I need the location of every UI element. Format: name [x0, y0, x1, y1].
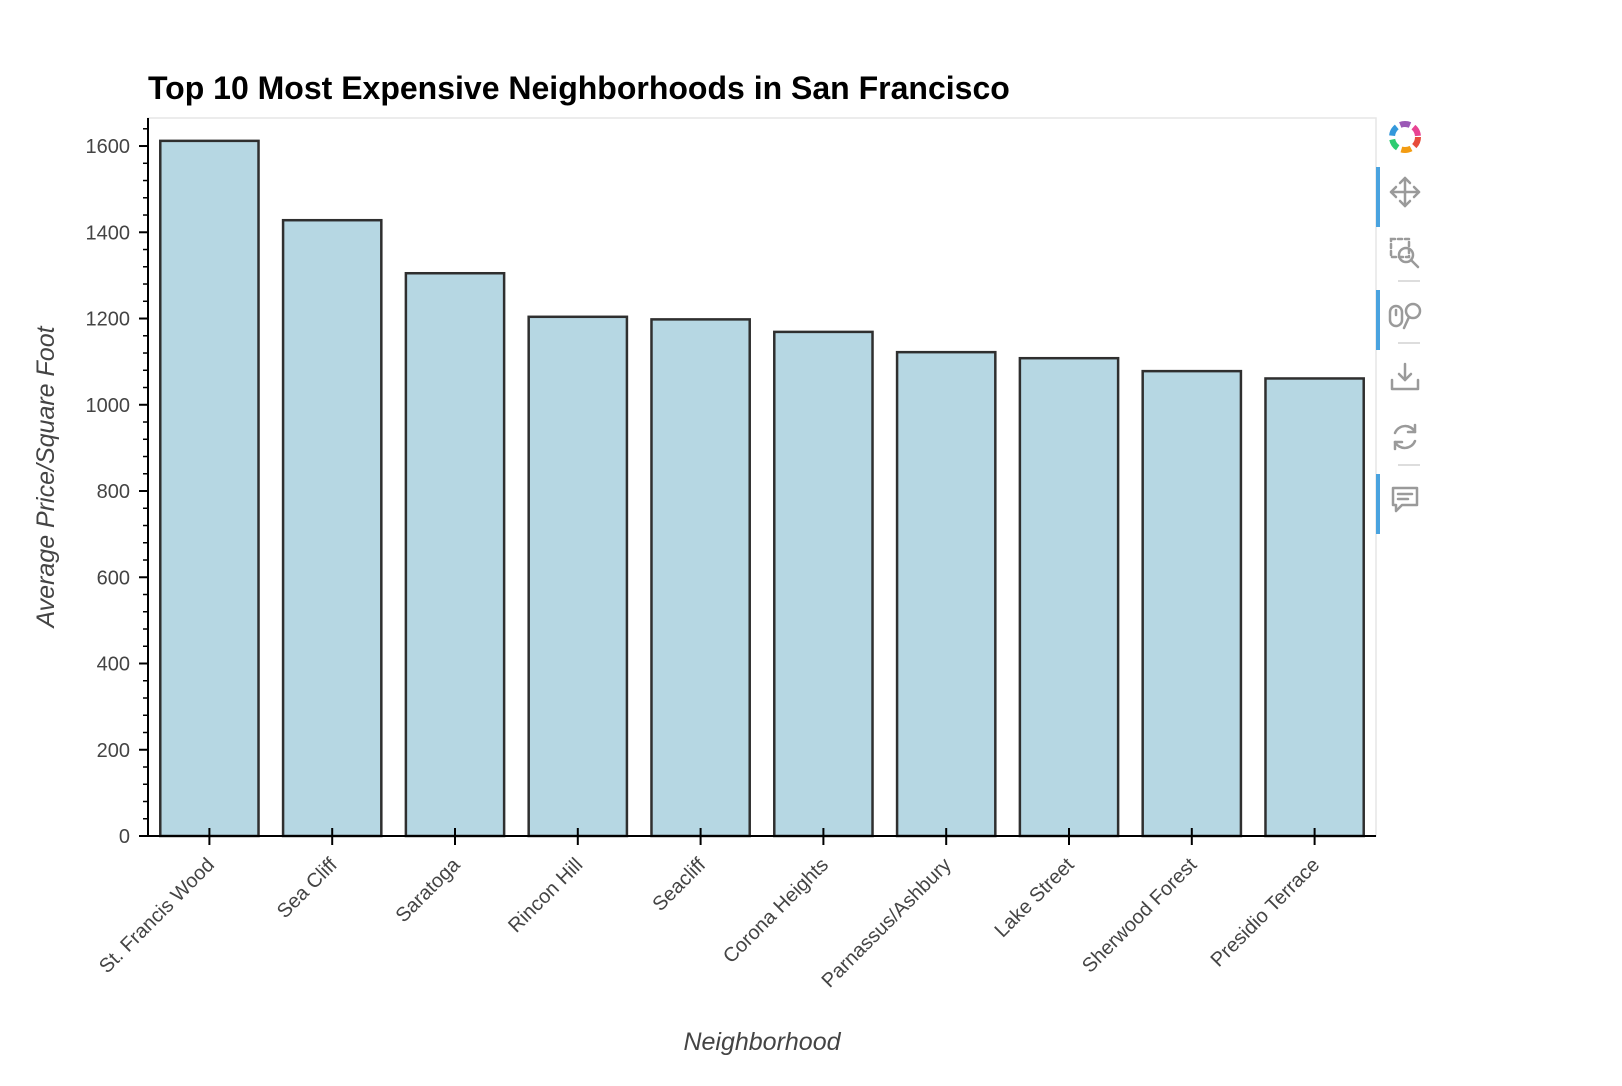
logo-icon[interactable] [1376, 112, 1434, 162]
y-tick-label: 1400 [86, 222, 131, 244]
y-tick-label: 800 [97, 481, 130, 503]
bar [527, 315, 629, 838]
x-axis: St. Francis Wood Sea Cliff Saratoga Rincon … [95, 828, 1376, 992]
bar [1141, 369, 1243, 838]
x-tick-label: Seacliff [648, 854, 710, 916]
x-axis-title: Neighborhood [683, 1028, 841, 1056]
save-icon[interactable] [1376, 352, 1434, 402]
bar [1018, 356, 1120, 838]
y-tick-label: 1600 [86, 136, 131, 158]
bar [404, 271, 506, 838]
hover-icon[interactable] [1376, 474, 1434, 534]
bars-group [159, 139, 1365, 838]
box-zoom-icon[interactable] [1376, 228, 1434, 278]
toolbar-separator [1398, 464, 1420, 466]
y-axis: 0 200 400 600 800 1000 1200 1400 1600 [86, 118, 149, 848]
x-tick-label: Rincon Hill [504, 854, 587, 937]
x-tick-label: Lake Street [991, 854, 1079, 942]
chart-title: Top 10 Most Expensive Neighborhoods in S… [148, 70, 1010, 106]
y-axis-title: Average Price/Square Foot [32, 325, 60, 629]
x-tick-label: Corona Heights [719, 854, 833, 968]
x-tick-label: Saratoga [392, 853, 466, 927]
toolbar-separator [1398, 280, 1420, 282]
bar [650, 318, 751, 838]
x-tick-label: Sea Cliff [273, 854, 342, 923]
y-tick-label: 0 [119, 826, 130, 848]
x-tick-label: Sherwood Forest [1078, 854, 1202, 978]
y-tick-label: 1000 [86, 395, 131, 417]
plot-toolbar [1376, 112, 1434, 534]
reset-icon[interactable] [1376, 412, 1434, 462]
bar [1264, 377, 1365, 838]
bar [773, 330, 874, 838]
toolbar-separator [1398, 342, 1420, 344]
y-tick-label: 200 [97, 740, 130, 762]
x-tick-label: St. Francis Wood [95, 854, 219, 978]
wheel-zoom-icon[interactable] [1376, 290, 1434, 350]
y-tick-label: 1200 [86, 309, 131, 331]
bar [281, 218, 383, 838]
bar [895, 350, 997, 838]
y-tick-label: 600 [97, 567, 130, 589]
x-tick-label: Parnassus/Ashbury [818, 854, 956, 992]
x-tick-label: Presidio Terrace [1207, 854, 1324, 971]
bar [159, 139, 260, 838]
y-tick-label: 400 [97, 654, 130, 676]
pan-icon[interactable] [1376, 167, 1434, 227]
